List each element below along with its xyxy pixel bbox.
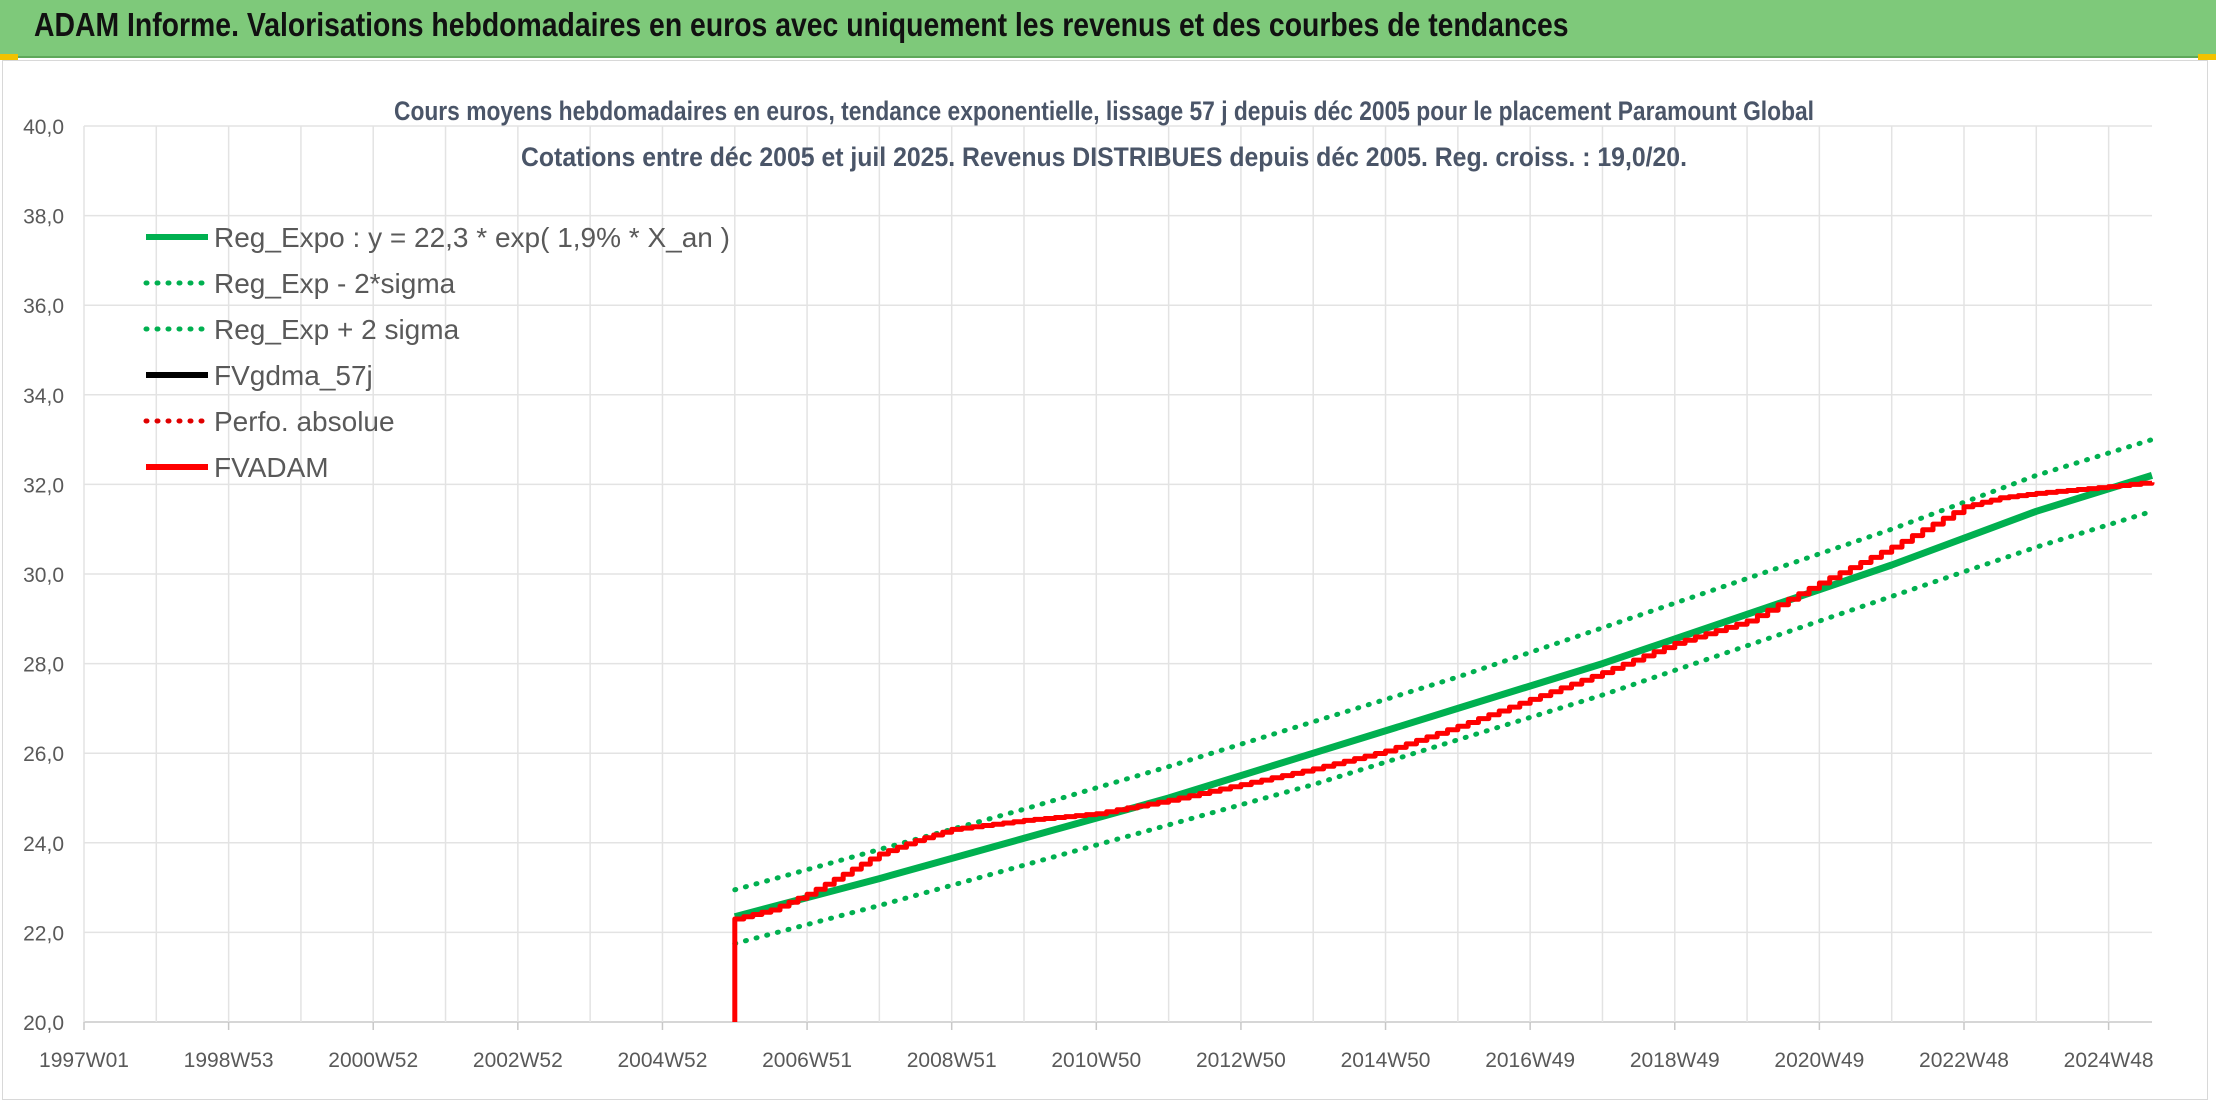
corner-mark-right	[2198, 54, 2216, 60]
y-tick-label: 28,0	[23, 654, 64, 677]
series-lines	[732, 437, 2155, 1022]
x-tick-label: 2012W50	[1196, 1049, 1286, 1072]
series-line-5	[732, 480, 2155, 1022]
x-axis-ticks: 1997W01 1998W53 2000W52 2002W52 2004W52 2006W…	[39, 1022, 2154, 1072]
y-tick-label: 26,0	[23, 743, 64, 766]
y-tick-label: 30,0	[23, 564, 64, 587]
y-tick-label: 40,0	[23, 116, 64, 139]
legend-label-1: Reg_Exp - 2*sigma	[214, 268, 456, 299]
x-tick-label: 2006W51	[762, 1049, 852, 1072]
x-tick-label: 2024W48	[2064, 1049, 2154, 1072]
x-tick-label: 2022W48	[1919, 1049, 2009, 1072]
grid	[83, 125, 2152, 1023]
series-line-1	[732, 508, 2155, 947]
x-tick-label: 2020W49	[1774, 1049, 1864, 1072]
legend-label-3: FVgdma_57j	[214, 360, 373, 391]
legend-label-2: Reg_Exp + 2 sigma	[214, 314, 460, 345]
y-tick-label: 34,0	[23, 385, 64, 408]
legend-label-0: Reg_Expo : y = 22,3 * exp( 1,9% * X_an )	[214, 222, 730, 253]
series-line-2	[732, 437, 2155, 893]
legend-label-4: Perfo. absolue	[214, 406, 395, 437]
x-tick-label: 2004W52	[618, 1049, 708, 1072]
x-tick-label: 1998W53	[184, 1049, 274, 1072]
x-tick-label: 2008W51	[907, 1049, 997, 1072]
chart-subtitle: Cotations entre déc 2005 et juil 2025. R…	[521, 142, 1687, 172]
x-tick-label: 2018W49	[1630, 1049, 1720, 1072]
legend: Reg_Expo : y = 22,3 * exp( 1,9% * X_an )…	[143, 222, 730, 483]
x-tick-label: 2016W49	[1485, 1049, 1575, 1072]
y-axis-ticks: 20,0 22,0 24,0 26,0 28,0 30,0 32,0 34,0 36,0 38,0…	[23, 116, 64, 1035]
x-tick-label: 2010W50	[1051, 1049, 1141, 1072]
x-tick-label: 2002W52	[473, 1049, 563, 1072]
y-tick-label: 36,0	[23, 295, 64, 318]
legend-label-5: FVADAM	[214, 452, 329, 483]
x-tick-label: 2014W50	[1341, 1049, 1431, 1072]
chart-frame	[2, 60, 2208, 1100]
report-title: ADAM Informe. Valorisations hebdomadaire…	[34, 6, 1569, 43]
chart-title: Cours moyens hebdomadaires en euros, ten…	[394, 96, 1814, 126]
series-line-0	[733, 472, 2154, 921]
x-tick-label: 1997W01	[39, 1049, 129, 1072]
y-tick-label: 24,0	[23, 833, 64, 856]
header-bar: ADAM Informe. Valorisations hebdomadaire…	[0, 0, 2216, 58]
x-tick-label: 2000W52	[328, 1049, 418, 1072]
y-tick-label: 22,0	[23, 922, 64, 945]
y-tick-label: 20,0	[23, 1012, 64, 1035]
corner-mark-left	[0, 54, 18, 60]
y-tick-label: 38,0	[23, 206, 64, 229]
y-tick-label: 32,0	[23, 474, 64, 497]
